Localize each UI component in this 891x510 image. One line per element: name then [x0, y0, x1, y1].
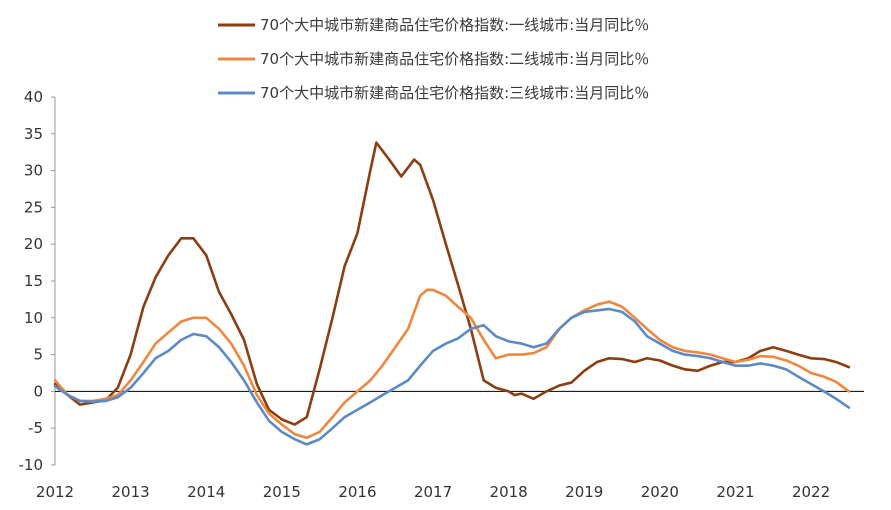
y-tick-label: 20	[24, 235, 43, 253]
y-tick-label: 40	[24, 88, 43, 106]
y-tick-label: -5	[28, 419, 43, 437]
y-tick-label: 15	[24, 272, 43, 290]
series-line-3	[53, 307, 851, 446]
x-tick-label: 2018	[490, 483, 528, 501]
y-tick-label: 10	[24, 309, 43, 327]
x-tick-label: 2017	[414, 483, 452, 501]
y-tick-label: 0	[33, 382, 43, 400]
x-tick-label: 2022	[792, 483, 830, 501]
series-line-1	[53, 141, 851, 426]
y-tick-label: -10	[19, 456, 44, 474]
series-line-2	[53, 288, 851, 440]
x-tick-label: 2014	[187, 483, 225, 501]
y-tick-label: 30	[24, 162, 43, 180]
legend-label-3: 70个大中城市新建商品住宅价格指数:三线城市:当月同比％	[260, 84, 649, 102]
legend: 70个大中城市新建商品住宅价格指数:一线城市:当月同比％ 70个大中城市新建商品住…	[218, 16, 649, 102]
x-tick-label: 2021	[716, 483, 754, 501]
legend-label-1: 70个大中城市新建商品住宅价格指数:一线城市:当月同比％	[260, 16, 649, 34]
y-tick-label: 25	[24, 198, 43, 216]
x-tick-label: 2019	[565, 483, 603, 501]
axes: -10 -5 0 5 10 15 20 25 30 35 40 2012 2013 2014 2015 201…	[19, 88, 864, 501]
x-tick-label: 2013	[112, 483, 150, 501]
x-tick-label: 2015	[263, 483, 301, 501]
series-group	[53, 141, 851, 446]
x-tick-label: 2016	[338, 483, 376, 501]
y-tick-label: 35	[24, 125, 43, 143]
x-tick-label: 2012	[36, 483, 74, 501]
y-tick-label: 5	[33, 346, 43, 364]
legend-label-2: 70个大中城市新建商品住宅价格指数:二线城市:当月同比％	[260, 50, 649, 68]
x-tick-label: 2020	[641, 483, 679, 501]
